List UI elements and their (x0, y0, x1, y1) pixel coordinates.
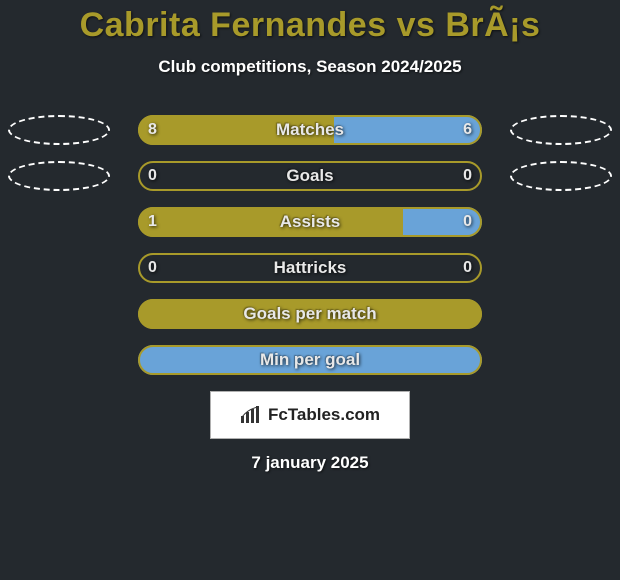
player2-avatar (510, 115, 612, 145)
source-badge-text: FcTables.com (268, 405, 380, 425)
stat-value-player1: 0 (148, 161, 188, 191)
stat-bar-player2 (138, 345, 482, 375)
stat-row: Goals00 (0, 161, 620, 191)
stat-value-player2: 0 (432, 253, 472, 283)
stat-bar-track (138, 299, 482, 329)
stat-row: Min per goal (0, 345, 620, 375)
stat-value-player1: 0 (148, 253, 188, 283)
stat-bar-track (138, 345, 482, 375)
player1-avatar (8, 115, 110, 145)
stat-bar-player1 (138, 299, 482, 329)
chart-date: 7 january 2025 (0, 453, 620, 473)
page-title: Cabrita Fernandes vs BrÃ¡s (0, 0, 620, 45)
stat-row: Hattricks00 (0, 253, 620, 283)
stat-bar-track (138, 161, 482, 191)
subtitle: Club competitions, Season 2024/2025 (0, 57, 620, 77)
source-badge: FcTables.com (210, 391, 410, 439)
comparison-chart: Matches86Goals00Assists10Hattricks00Goal… (0, 115, 620, 375)
stat-value-player1: 1 (148, 207, 188, 237)
stat-bar-track (138, 115, 482, 145)
stat-value-player2: 6 (432, 115, 472, 145)
stat-row: Assists10 (0, 207, 620, 237)
stat-row: Matches86 (0, 115, 620, 145)
player1-avatar (8, 161, 110, 191)
stat-value-player1: 8 (148, 115, 188, 145)
stat-value-player2: 0 (432, 207, 472, 237)
player2-avatar (510, 161, 612, 191)
stat-bar-track (138, 253, 482, 283)
stat-row: Goals per match (0, 299, 620, 329)
stat-value-player2: 0 (432, 161, 472, 191)
stat-bar-track (138, 207, 482, 237)
bar-chart-icon (240, 406, 262, 424)
